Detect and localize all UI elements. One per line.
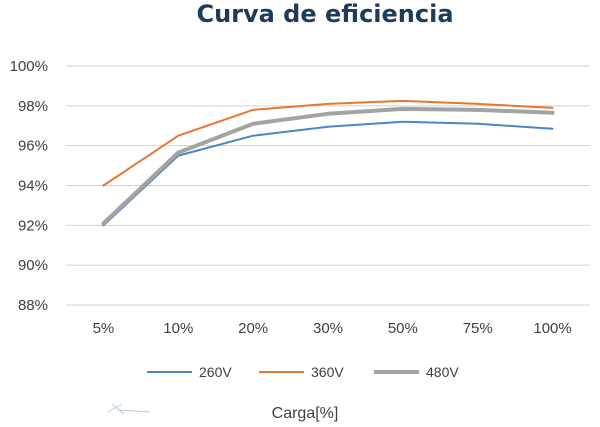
x-axis-ticks: 5% 10% 20% 30% 50% 75% 100% xyxy=(93,320,572,337)
x-tick-label: 30% xyxy=(313,320,343,337)
legend-label-480v: 480V xyxy=(426,364,459,380)
chart-title: Curva de eficiencia xyxy=(196,0,453,28)
series-lines xyxy=(101,99,555,227)
y-tick-label: 90% xyxy=(18,257,48,274)
gridlines xyxy=(66,65,590,306)
decorative-strokes xyxy=(107,403,151,415)
y-tick-label: 94% xyxy=(18,178,48,195)
x-tick-label: 20% xyxy=(238,320,268,337)
series-line-480v xyxy=(101,106,555,226)
y-tick-label: 98% xyxy=(18,98,48,115)
y-tick-label: 92% xyxy=(18,217,48,234)
y-tick-label: 96% xyxy=(18,138,48,155)
x-tick-label: 10% xyxy=(163,320,193,337)
x-tick-label: 50% xyxy=(388,320,418,337)
series-line-360v xyxy=(102,99,554,187)
y-tick-label: 88% xyxy=(18,297,48,314)
legend: 260V 360V 480V xyxy=(147,364,459,380)
legend-label-360v: 360V xyxy=(311,364,344,380)
y-tick-label: 100% xyxy=(10,58,48,75)
y-axis-ticks: 88% 90% 92% 94% 96% 98% 100% xyxy=(10,58,48,314)
x-axis-label: Carga[%] xyxy=(272,405,339,422)
legend-label-260v: 260V xyxy=(199,364,232,380)
x-tick-label: 100% xyxy=(533,320,571,337)
x-tick-label: 5% xyxy=(93,320,115,337)
series-line-260v xyxy=(102,120,554,227)
x-tick-label: 75% xyxy=(463,320,493,337)
